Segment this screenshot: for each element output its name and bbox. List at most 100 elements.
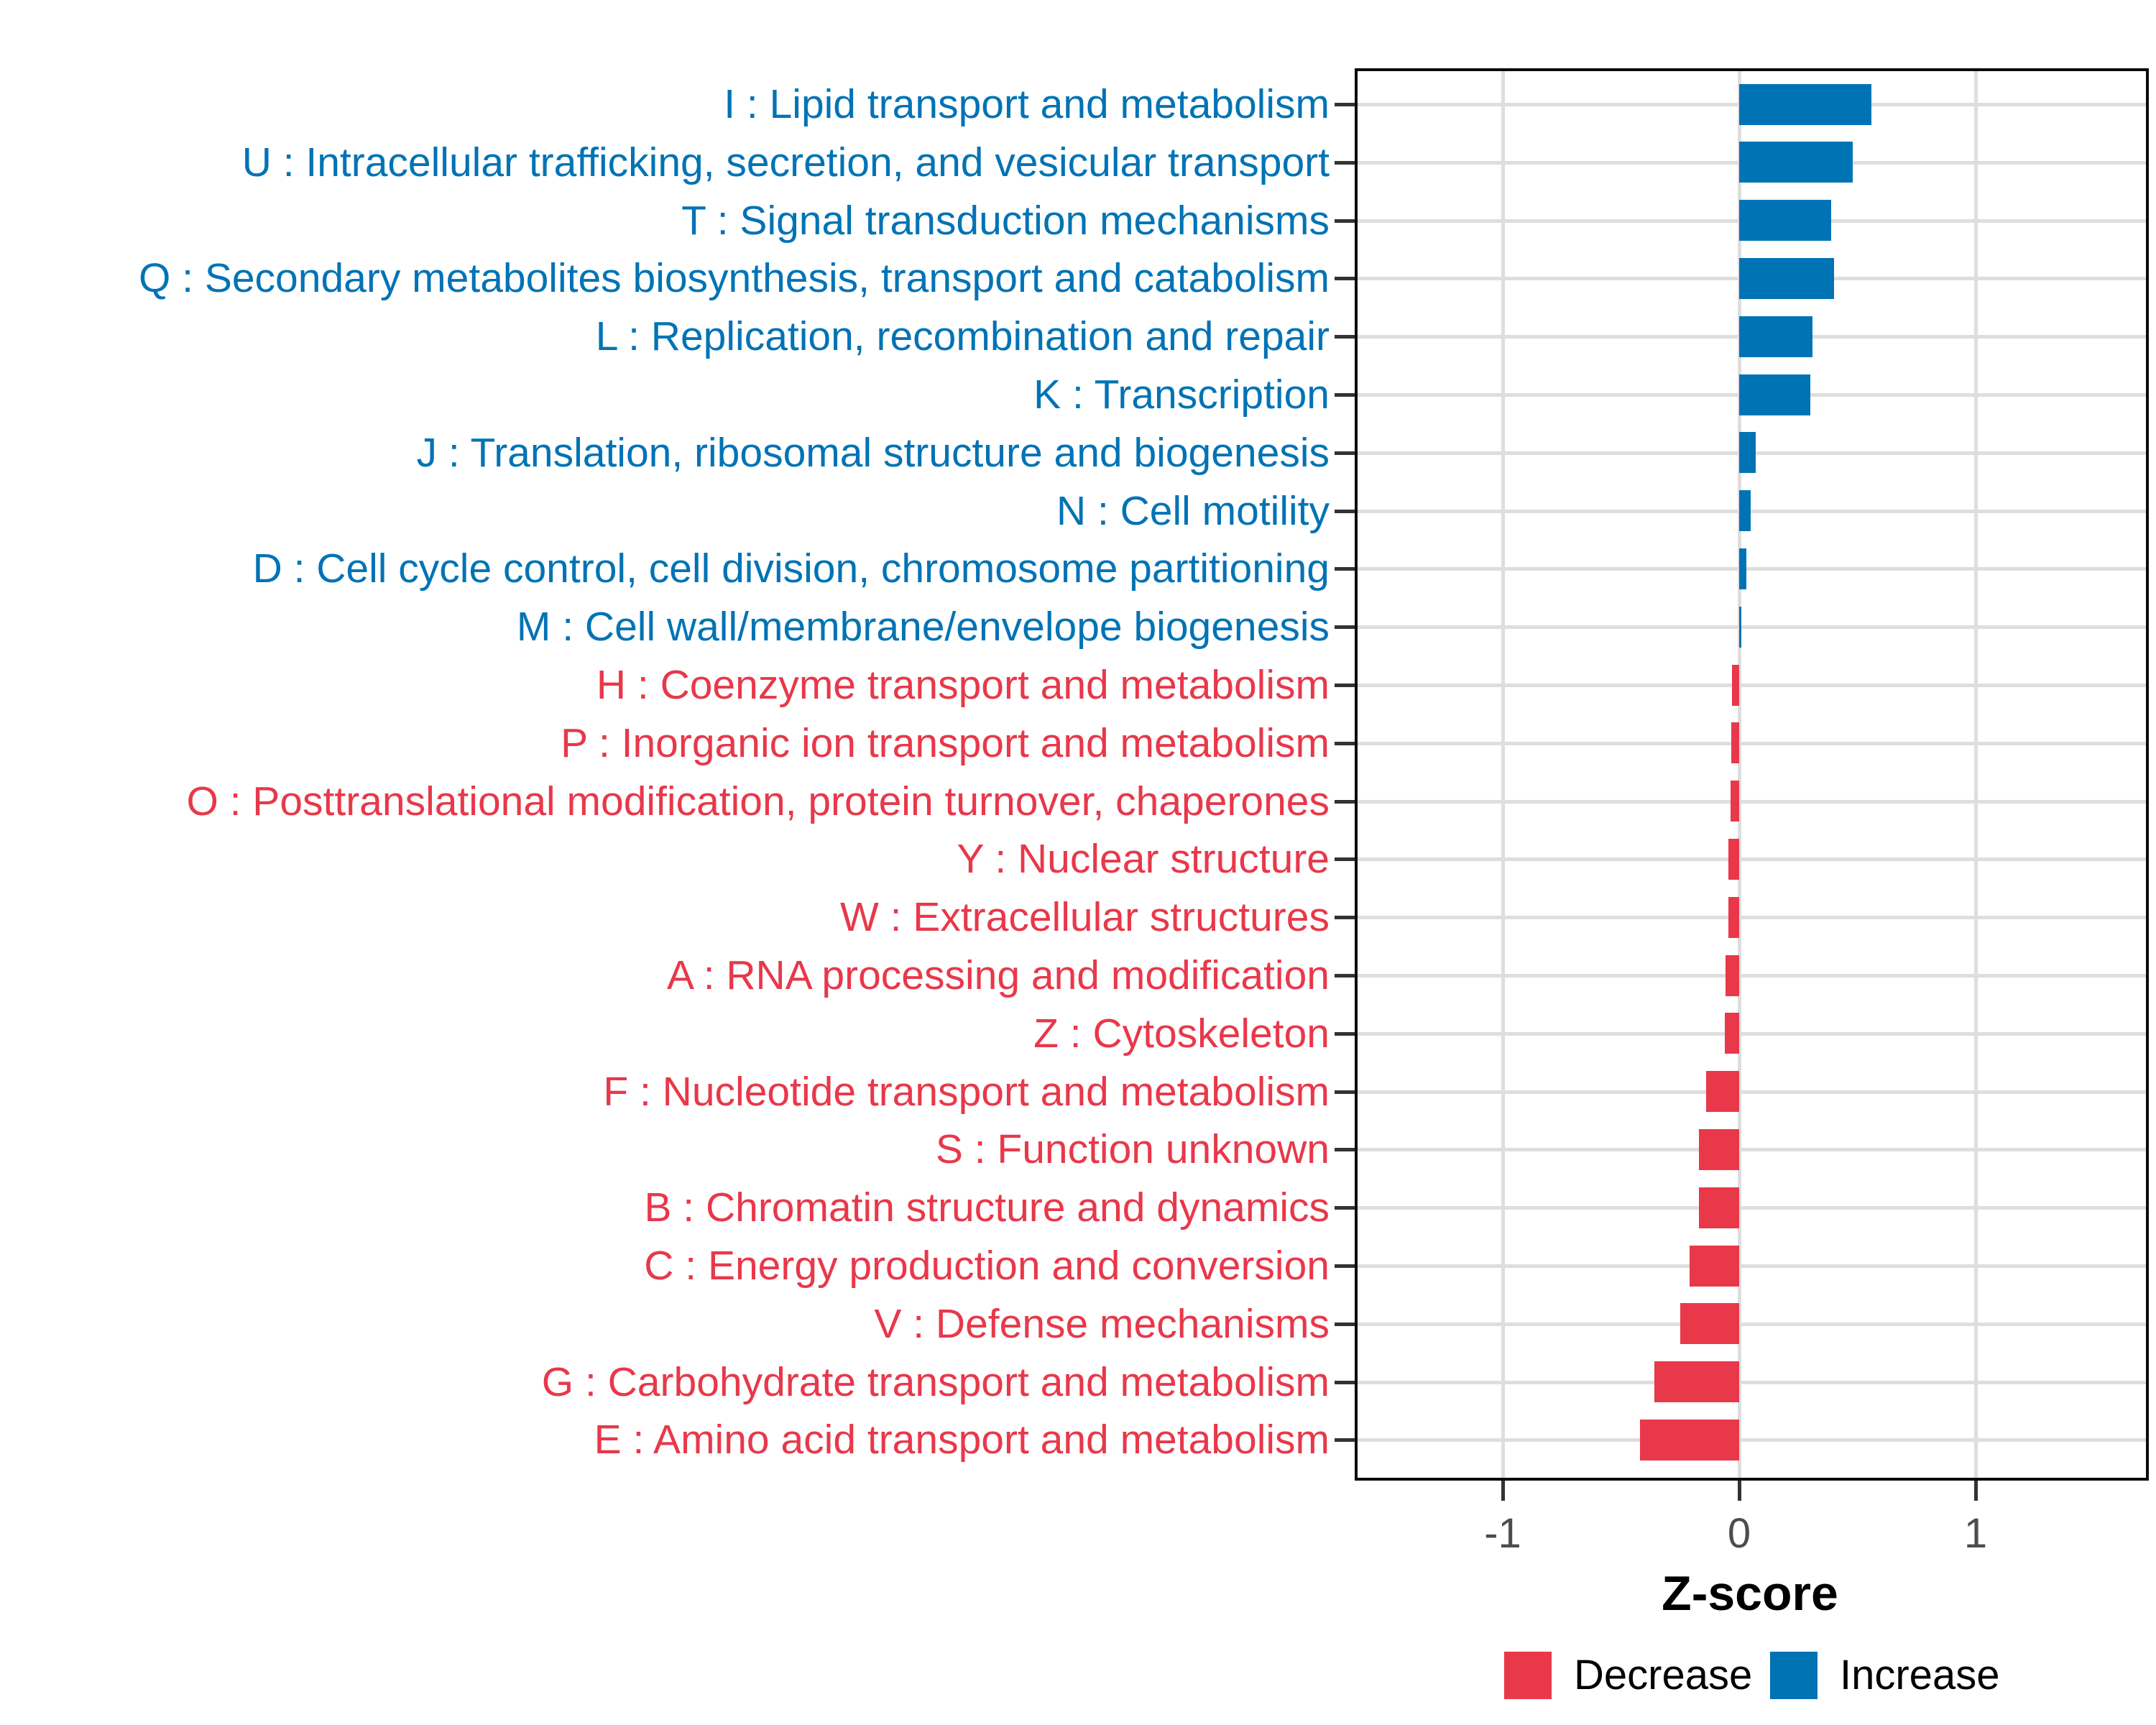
bar-f — [1705, 1071, 1739, 1113]
bar-m — [1739, 606, 1742, 648]
y-gridline — [1355, 1438, 2149, 1443]
category-label-d: D : Cell cycle control, cell division, c… — [252, 546, 1330, 592]
bar-z — [1725, 1013, 1739, 1054]
y-tick-mark — [1335, 741, 1355, 745]
legend-key-increase — [1770, 1652, 1818, 1699]
y-tick-mark — [1335, 1031, 1355, 1036]
category-label-g: G : Carbohydrate transport and metabolis… — [541, 1358, 1330, 1405]
x-gridline — [1738, 68, 1741, 1481]
category-label-n: N : Cell motility — [1056, 487, 1330, 534]
category-label-y: Y : Nuclear structure — [957, 836, 1330, 883]
y-tick-mark — [1335, 1206, 1355, 1210]
x-tick-mark — [1738, 1481, 1741, 1501]
y-gridline — [1355, 916, 2149, 920]
bar-b — [1699, 1187, 1739, 1228]
y-tick-mark — [1335, 857, 1355, 862]
y-tick-mark — [1335, 1148, 1355, 1152]
y-tick-mark — [1335, 218, 1355, 223]
x-tick-mark — [1974, 1481, 1978, 1501]
y-tick-mark — [1335, 799, 1355, 804]
bar-a — [1725, 954, 1739, 996]
bar-y — [1728, 838, 1739, 880]
legend-label-decrease: Decrease — [1574, 1652, 1753, 1698]
y-tick-mark — [1335, 1322, 1355, 1326]
category-label-p: P : Inorganic ion transport and metaboli… — [561, 719, 1330, 766]
y-gridline — [1355, 509, 2149, 513]
category-label-c: C : Energy production and conversion — [644, 1243, 1330, 1289]
category-label-u: U : Intracellular trafficking, secretion… — [241, 139, 1330, 185]
y-gridline — [1355, 799, 2149, 804]
bar-l — [1739, 316, 1812, 357]
category-label-a: A : RNA processing and modification — [667, 952, 1330, 998]
y-gridline — [1355, 857, 2149, 862]
category-label-i: I : Lipid transport and metabolism — [724, 81, 1330, 127]
y-gridline — [1355, 1322, 2149, 1326]
y-tick-mark — [1335, 335, 1355, 339]
y-gridline — [1355, 567, 2149, 571]
y-gridline — [1355, 741, 2149, 745]
y-tick-mark — [1335, 1264, 1355, 1268]
bar-u — [1739, 142, 1853, 183]
category-label-e: E : Amino acid transport and metabolism — [594, 1417, 1330, 1463]
y-tick-mark — [1335, 684, 1355, 687]
y-gridline — [1355, 684, 2149, 687]
y-tick-mark — [1335, 1438, 1355, 1443]
category-label-l: L : Replication, recombination and repai… — [595, 313, 1330, 360]
y-tick-mark — [1335, 567, 1355, 571]
category-label-m: M : Cell wall/membrane/envelope biogenes… — [516, 604, 1330, 650]
y-tick-mark — [1335, 974, 1355, 978]
category-label-j: J : Translation, ribosomal structure and… — [416, 429, 1330, 476]
x-tick-mark — [1501, 1481, 1505, 1501]
x-axis-title: Z-score — [1662, 1566, 1838, 1621]
bar-e — [1639, 1419, 1739, 1460]
bar-j — [1739, 432, 1756, 474]
x-tick-label: 0 — [1727, 1510, 1751, 1557]
bar-s — [1699, 1128, 1739, 1170]
y-gridline — [1355, 1031, 2149, 1036]
x-tick-label: -1 — [1484, 1510, 1521, 1557]
y-tick-mark — [1335, 509, 1355, 513]
category-label-s: S : Function unknown — [935, 1126, 1330, 1173]
category-label-t: T : Signal transduction mechanisms — [681, 197, 1330, 244]
category-label-o: O : Posttranslational modification, prot… — [186, 778, 1330, 824]
y-gridline — [1355, 974, 2149, 978]
category-label-k: K : Transcription — [1033, 372, 1330, 418]
bar-i — [1739, 83, 1872, 125]
y-gridline — [1355, 1264, 2149, 1268]
y-tick-mark — [1335, 277, 1355, 281]
y-gridline — [1355, 1380, 2149, 1384]
bar-n — [1739, 490, 1751, 532]
category-label-w: W : Extracellular structures — [840, 894, 1330, 941]
category-label-h: H : Coenzyme transport and metabolism — [596, 662, 1330, 708]
bar-d — [1739, 548, 1746, 589]
category-label-f: F : Nucleotide transport and metabolism — [603, 1068, 1330, 1115]
bar-k — [1739, 374, 1810, 415]
bar-g — [1654, 1361, 1739, 1403]
y-tick-mark — [1335, 451, 1355, 455]
bar-o — [1731, 781, 1739, 822]
legend-key-decrease — [1504, 1652, 1552, 1699]
y-tick-mark — [1335, 1090, 1355, 1094]
category-label-z: Z : Cytoskeleton — [1033, 1010, 1330, 1057]
y-gridline — [1355, 625, 2149, 630]
bar-t — [1739, 200, 1832, 242]
bar-w — [1728, 896, 1739, 938]
y-gridline — [1355, 1090, 2149, 1094]
bar-h — [1732, 664, 1739, 706]
category-label-q: Q : Secondary metabolites biosynthesis, … — [138, 255, 1330, 302]
x-tick-label: 1 — [1963, 1510, 1988, 1557]
category-label-b: B : Chromatin structure and dynamics — [644, 1184, 1330, 1231]
legend-label-increase: Increase — [1840, 1652, 2000, 1698]
bar-c — [1689, 1245, 1739, 1287]
y-tick-mark — [1335, 393, 1355, 397]
plot-panel — [1355, 68, 2149, 1481]
y-tick-mark — [1335, 103, 1355, 106]
y-tick-mark — [1335, 1380, 1355, 1384]
x-gridline — [1501, 68, 1505, 1481]
y-tick-mark — [1335, 916, 1355, 920]
y-gridline — [1355, 1148, 2149, 1152]
bar-p — [1731, 722, 1739, 764]
x-gridline — [1974, 68, 1978, 1481]
category-label-v: V : Defense mechanisms — [874, 1300, 1330, 1347]
